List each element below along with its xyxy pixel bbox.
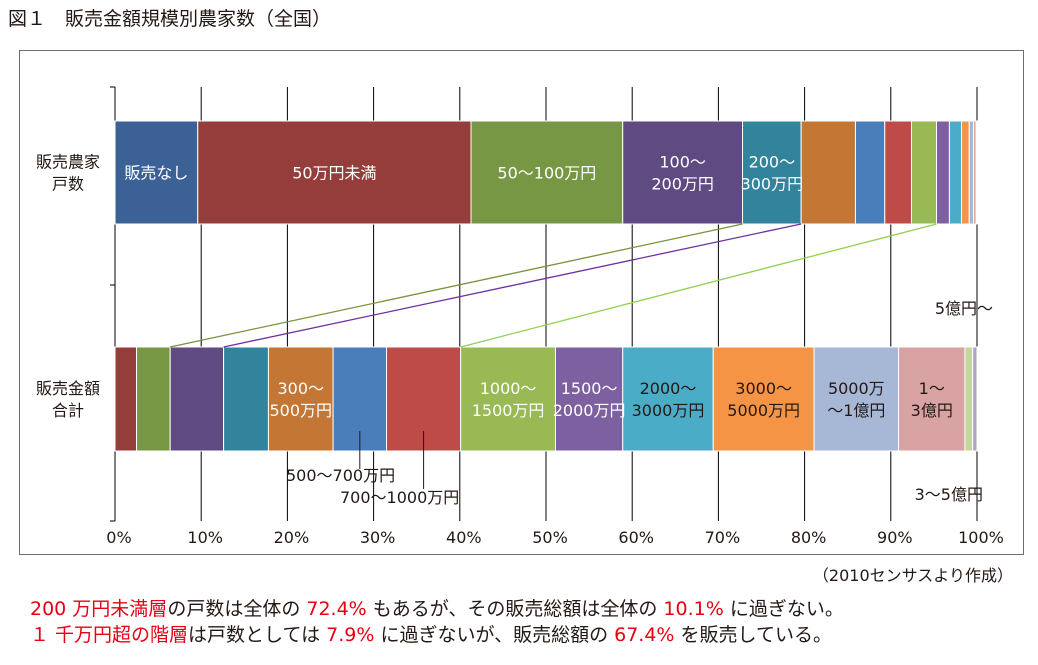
bar-segment-1-16 [976, 120, 978, 225]
chart-frame: 販売なし 50万円未満 50～100万円 100～ 200万円 200～ 300万円 300～… [19, 50, 1024, 555]
segment-label-5-2: 300万円 [741, 175, 804, 194]
segment-label-7-2: 1500万円 [472, 401, 545, 420]
bar-segment-2-11 [622, 346, 714, 452]
summary-1-highlight-group: 200 万円未満層 [30, 598, 168, 620]
segment-label-8-1: 1500～ [561, 379, 618, 398]
bar-segment-2-14 [898, 346, 966, 452]
segment-label-10-1: 3000～ [735, 379, 792, 398]
summary-line-1: 200 万円未満層の戸数は全体の 72.4% もあるが、その販売総額は全体の 1… [30, 594, 844, 621]
summary-1-text-a: の戸数は全体の [167, 598, 307, 620]
segment-label-3-1: 50～100万円 [497, 164, 596, 183]
segment-label-2-1: 50万円未満 [292, 164, 376, 183]
bar-segment-2-5 [223, 346, 269, 452]
bar-segment-2-2 [114, 346, 138, 452]
segment-label-6-2: 500万円 [269, 401, 332, 420]
summary-1-sales-pct: 10.1% [663, 598, 724, 620]
bar-segment-1-13 [968, 120, 975, 225]
x-tick-label-4: 40% [446, 528, 482, 547]
bar-segment-2-3 [136, 346, 171, 452]
summary-2-text-c: を販売している。 [674, 624, 832, 646]
bar-segment-1-10 [935, 120, 950, 225]
connector-line-2 [223, 223, 802, 348]
bar-segment-1-12 [960, 120, 970, 225]
summary-1-text-b: もあるが、その販売総額は全体の [366, 598, 664, 620]
bar-segment-1-1 [114, 120, 199, 225]
callout-label-3: 3～5億円 [915, 485, 983, 504]
segment-label-4-1: 100～ [659, 153, 706, 172]
segment-label-12-1: 1～ [919, 379, 945, 398]
callout-label-1: 500～700万円 [286, 466, 395, 485]
segment-label-6-1: 300～ [277, 379, 324, 398]
bar-segment-2-4 [169, 346, 225, 452]
category-label-2-1: 販売金額 [36, 379, 100, 398]
summary-1-text-c: に過ぎない。 [723, 598, 844, 620]
bar-segment-1-7 [854, 120, 886, 225]
segment-label-5-1: 200～ [749, 153, 796, 172]
figure-title: 図１ 販売金額規模別農家数（全国） [8, 8, 332, 30]
summary-2-households-pct: 7.9% [326, 624, 375, 646]
x-tick-label-8: 80% [791, 528, 827, 547]
x-tick-label-6: 60% [618, 528, 654, 547]
summary-2-highlight-group: １ 千万円超の階層 [30, 624, 189, 646]
bar-segment-1-6 [800, 120, 856, 225]
bar-segment-1-3 [470, 120, 624, 225]
x-tick-label-2: 20% [274, 528, 310, 547]
category-label-1-2: 戸数 [52, 175, 84, 194]
category-label-2-2: 合計 [52, 401, 84, 420]
bar-segment-1-11 [948, 120, 962, 225]
bar-segment-2-10 [554, 346, 624, 452]
x-tick-label-5: 50% [532, 528, 568, 547]
summary-2-sales-pct: 67.4% [614, 624, 675, 646]
callout-label-4: 5億円～ [935, 299, 993, 318]
connector-line-1 [170, 223, 743, 348]
bar-segment-2-15 [964, 346, 974, 452]
bar-segment-1-4 [622, 120, 744, 225]
bar-segment-2-12 [712, 346, 815, 452]
summary-2-text-b: に過ぎないが、販売総額の [374, 624, 615, 646]
segment-label-12-2: 3億円 [911, 401, 953, 420]
summary-2-text-a: は戸数としては [188, 624, 327, 646]
summary-line-2: １ 千万円超の階層は戸数としては 7.9% に過ぎないが、販売総額の 67.4%… [30, 620, 832, 647]
segment-label-8-2: 2000万円 [553, 401, 626, 420]
x-tick-label-1: 10% [187, 528, 223, 547]
bar-segment-1-8 [884, 120, 912, 225]
segment-label-11-2: ～1億円 [827, 401, 885, 420]
segment-label-4-2: 200万円 [651, 175, 714, 194]
callout-label-2: 700～1000万円 [340, 488, 459, 507]
bar-segment-2-13 [813, 346, 900, 452]
x-tick-label-3: 30% [360, 528, 396, 547]
bar-segment-2-9 [460, 346, 556, 452]
segment-label-9-1: 2000～ [640, 379, 697, 398]
segment-label-1-1: 販売なし [124, 164, 188, 183]
bar-segment-1-5 [742, 120, 802, 225]
category-label-1-1: 販売農家 [36, 153, 100, 172]
x-tick-label-7: 70% [705, 528, 741, 547]
connector-line-3 [460, 223, 937, 348]
x-tick-label-10: 100% [958, 528, 1004, 547]
segment-label-9-2: 3000万円 [632, 401, 705, 420]
x-tick-label-9: 90% [877, 528, 913, 547]
segment-label-10-2: 5000万円 [727, 401, 800, 420]
segment-label-11-1: 5000万 [828, 379, 885, 398]
x-tick-label-0: 0% [106, 528, 131, 547]
source-note: （2010センサスより作成） [812, 566, 1013, 585]
bar-segment-2-6 [267, 346, 334, 452]
segment-label-7-1: 1000～ [480, 379, 537, 398]
summary-1-households-pct: 72.4% [306, 598, 367, 620]
bar-segment-2-16 [972, 346, 978, 452]
bar-segment-1-9 [910, 120, 937, 225]
stacked-bar-chart: 販売なし 50万円未満 50～100万円 100～ 200万円 200～ 300万円 300～… [36, 86, 1004, 547]
